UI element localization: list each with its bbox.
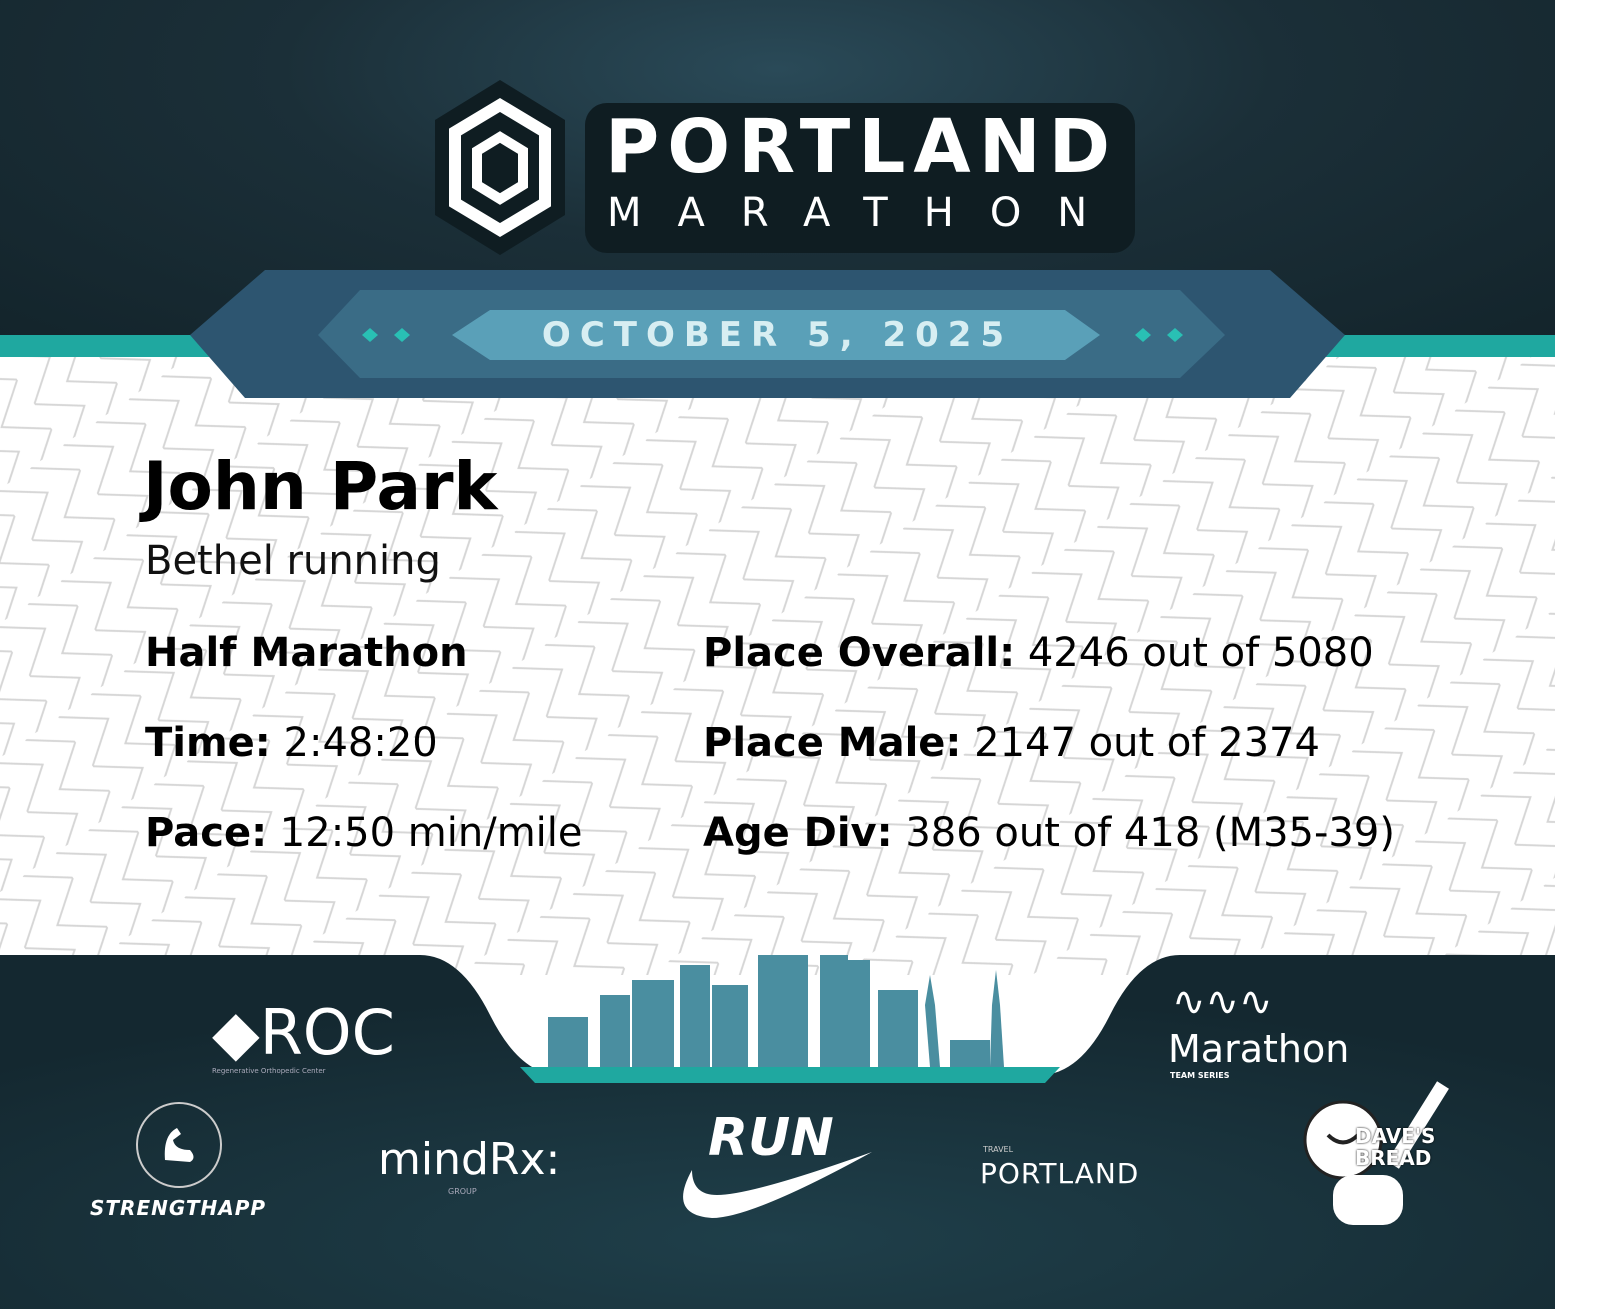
logo-subtitle: MARATHON	[607, 190, 1124, 236]
diamond-decor-icon	[362, 328, 1183, 342]
roc-subtitle: Regenerative Orthopedic Center	[212, 1067, 326, 1075]
time-value: 2:48:20	[283, 720, 438, 766]
zigzag-pattern	[0, 355, 1555, 975]
sponsor-roc: ◆ROC	[212, 996, 395, 1069]
event-date: OCTOBER 5, 2025	[541, 315, 1014, 355]
male-label: Place Male:	[703, 720, 962, 766]
sponsor-mindrx: mindRx:	[378, 1134, 561, 1185]
roc-text: ROC	[259, 996, 395, 1069]
daves-bread-mascot-icon	[1303, 1081, 1449, 1225]
race-type: Half Marathon	[145, 630, 468, 676]
overall-row: Place Overall: 4246 out of 5080	[703, 630, 1374, 676]
pace-label: Pace:	[145, 810, 268, 856]
nike-swoosh-icon	[683, 1152, 872, 1218]
skyline-icon	[548, 955, 1004, 1067]
overall-label: Place Overall:	[703, 630, 1016, 676]
marathon-series-mark-icon: ∿∿∿	[1172, 979, 1273, 1025]
runner-name: John Park	[143, 448, 498, 525]
sponsor-marathon-team-series: Marathon	[1168, 1027, 1350, 1071]
date-banner	[190, 270, 1345, 398]
male-row: Place Male: 2147 out of 2374	[703, 720, 1320, 766]
daves-text: DAVE'S	[1355, 1124, 1436, 1148]
overall-value: 4246 out of 5080	[1027, 630, 1374, 676]
teal-strip-left	[0, 335, 230, 357]
age-value: 386 out of 418 (M35-39)	[905, 810, 1395, 856]
age-label: Age Div:	[703, 810, 893, 856]
portland-marathon-logo: PORTLAND MARATHON	[425, 75, 1135, 260]
male-value: 2147 out of 2374	[974, 720, 1320, 766]
sponsor-nike-run: RUN	[708, 1108, 834, 1168]
sponsor-travel-portland: PORTLAND	[980, 1157, 1140, 1190]
time-row: Time: 2:48:20	[145, 720, 438, 766]
pace-row: Pace: 12:50 min/mile	[145, 810, 583, 856]
bread-text: BREAD	[1355, 1146, 1432, 1170]
marathon-subtitle: TEAM SERIES	[1170, 1071, 1230, 1080]
pace-value: 12:50 min/mile	[279, 810, 583, 856]
race-certificate: OCTOBER 5, 2025 PORTLAND MARATHON John P…	[0, 0, 1555, 1309]
runner-team: Bethel running	[145, 538, 441, 584]
sponsor-strengthapp: STRENGTHAPP	[90, 1196, 267, 1220]
travel-label: TRAVEL	[983, 1145, 1014, 1154]
mindrx-subtitle: GROUP	[448, 1187, 477, 1196]
time-label: Time:	[145, 720, 271, 766]
sponsor-daves-bread: DAVE'S BREAD	[1355, 1125, 1435, 1169]
strengthapp-logo-icon	[136, 1102, 222, 1188]
logo-title: PORTLAND	[605, 104, 1119, 190]
teal-strip-right	[1310, 335, 1555, 357]
hexagon-logo-icon	[435, 80, 565, 255]
footer	[0, 955, 1555, 1309]
age-row: Age Div: 386 out of 418 (M35-39)	[703, 810, 1395, 856]
